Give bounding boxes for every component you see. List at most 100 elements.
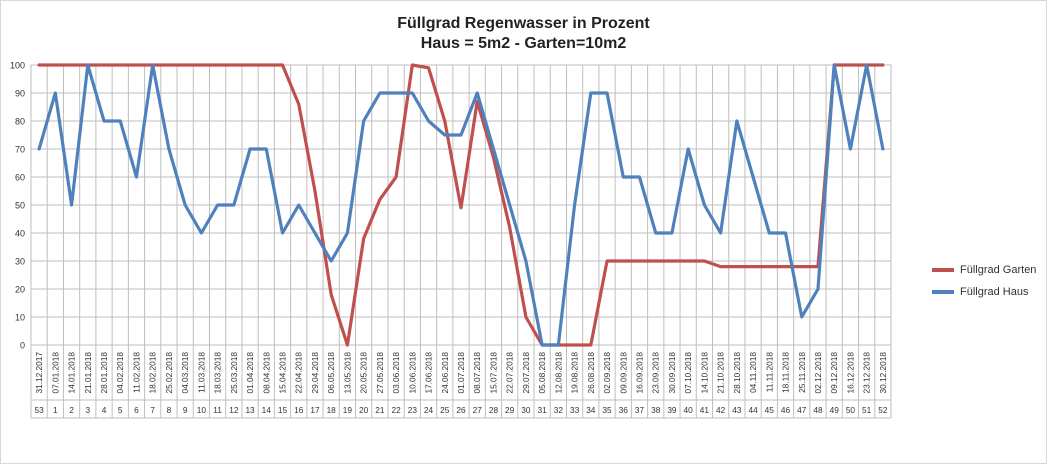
x-tick-label-week: 36 [619,405,629,415]
x-tick-label-week: 40 [684,405,694,415]
x-tick-label-date: 09.09.2018 [618,352,628,394]
x-tick-label-date: 06.05.2018 [326,352,336,394]
x-tick-label-week: 18 [327,405,337,415]
y-tick-label: 30 [15,257,25,267]
x-tick-label-week: 24 [424,405,434,415]
x-tick-label-date: 14.10.2018 [699,352,709,394]
x-tick-label-week: 49 [830,405,840,415]
x-tick-label-date: 11.02.2018 [131,352,141,393]
y-tick-label: 90 [15,89,25,99]
x-tick-label-date: 22.04.2018 [294,352,304,394]
x-tick-label-week: 48 [813,405,823,415]
x-tick-label-week: 17 [310,405,320,415]
x-tick-label-week: 39 [667,405,677,415]
x-tick-label-date: 19.08.2018 [570,352,580,394]
y-tick-label: 80 [15,117,25,127]
x-tick-label-week: 2 [69,405,74,415]
x-tick-label-date: 29.04.2018 [310,352,320,394]
x-tick-label-week: 23 [408,405,418,415]
y-tick-label: 40 [15,229,25,239]
x-tick-label-date: 24.06.2018 [440,352,450,394]
chart-title-block: Füllgrad Regenwasser in Prozent Haus = 5… [0,14,1047,54]
x-tick-label-week: 47 [797,405,807,415]
x-tick-label-week: 10 [197,405,207,415]
x-tick-label-week: 1 [53,405,58,415]
x-tick-label-date: 16.09.2018 [634,352,644,394]
x-tick-label-week: 7 [150,405,155,415]
y-tick-label: 70 [15,145,25,155]
y-axis: 0 10 20 30 40 50 60 70 80 90 100 [10,61,25,351]
x-tick-label-week: 14 [262,405,272,415]
x-tick-label-date: 31.12.2017 [34,352,44,394]
x-tick-label-week: 31 [538,405,548,415]
x-tick-label-week: 53 [34,405,44,415]
x-tick-label-date: 20.05.2018 [359,352,369,394]
x-tick-label-date: 11.03.2018 [196,352,206,393]
x-tick-label-week: 37 [635,405,645,415]
x-tick-label-date: 01.07.2018 [456,352,466,394]
x-tick-label-date: 30.09.2018 [667,352,677,394]
x-tick-label-date: 30.12.2018 [878,352,888,394]
x-tick-label-week: 27 [473,405,483,415]
x-tick-label-date: 23.12.2018 [862,352,872,394]
y-tick-label: 60 [15,173,25,183]
x-tick-label-date: 07.10.2018 [683,352,693,394]
x-tick-label-date: 10.06.2018 [407,352,417,394]
x-tick-label-date: 16.12.2018 [845,352,855,394]
y-tick-label: 20 [15,285,25,295]
legend-label-haus: Füllgrad Haus [960,286,1029,298]
x-tick-label-week: 33 [570,405,580,415]
x-tick-label-date: 04.11.2018 [748,352,758,393]
x-tick-label-date: 04.02.2018 [115,352,125,394]
x-tick-label-date: 12.08.2018 [553,352,563,394]
x-tick-label-date: 04.03.2018 [180,352,190,394]
x-tick-label-week: 22 [391,405,401,415]
x-tick-label-week: 16 [294,405,304,415]
x-tick-label-week: 9 [183,405,188,415]
x-tick-label-week: 5 [118,405,123,415]
legend-item-garten: Füllgrad Garten [932,264,1036,276]
x-tick-label-week: 25 [440,405,450,415]
x-tick-label-week: 11 [213,405,222,415]
x-tick-label-week: 38 [651,405,661,415]
x-tick-label-date: 23.09.2018 [651,352,661,394]
x-tick-label-date: 17.06.2018 [424,352,434,394]
x-tick-label-week: 44 [748,405,758,415]
y-tick-label: 50 [15,201,25,211]
x-axis: 31.12.2017 07.01.2018 14.01.2018 21.01.2018… [30,345,892,419]
x-tick-label-week: 52 [878,405,888,415]
x-tick-label-date: 13.05.2018 [342,352,352,394]
x-tick-label-date: 25.02.2018 [164,352,174,394]
x-tick-label-week: 12 [229,405,239,415]
x-tick-label-date: 08.07.2018 [472,352,482,394]
series-lines [37,63,885,347]
x-tick-label-date: 02.12.2018 [813,352,823,394]
legend-swatch-haus [932,290,954,294]
x-tick-label-week: 13 [245,405,255,415]
x-tick-label-week: 32 [554,405,564,415]
y-tick-label: 10 [15,313,25,323]
x-tick-label-date: 25.11.2018 [797,352,807,393]
x-tick-label-week: 42 [716,405,726,415]
x-tick-label-date: 11.11.2018 [764,352,774,393]
x-tick-label-week: 21 [375,405,385,415]
x-tick-label-date: 01.04.2018 [245,352,255,394]
x-tick-label-date: 09.12.2018 [829,352,839,394]
x-tick-label-week: 51 [862,405,872,415]
x-tick-label-week: 45 [765,405,775,415]
series-line-haus [37,63,885,347]
x-tick-label-date: 02.09.2018 [602,352,612,394]
x-tick-label-week: 29 [505,405,515,415]
x-tick-label-week: 46 [781,405,791,415]
x-tick-label-week: 30 [521,405,531,415]
chart-subtitle: Haus = 5m2 - Garten=10m2 [420,35,627,52]
series-line-garten [37,63,885,347]
x-tick-label-week: 6 [134,405,139,415]
x-tick-label-date: 05.08.2018 [537,352,547,394]
x-tick-label-week: 28 [489,405,499,415]
legend-swatch-garten [932,268,954,272]
x-tick-label-week: 20 [359,405,369,415]
x-tick-label-date: 15.07.2018 [488,352,498,394]
x-tick-label-week: 41 [700,405,710,415]
